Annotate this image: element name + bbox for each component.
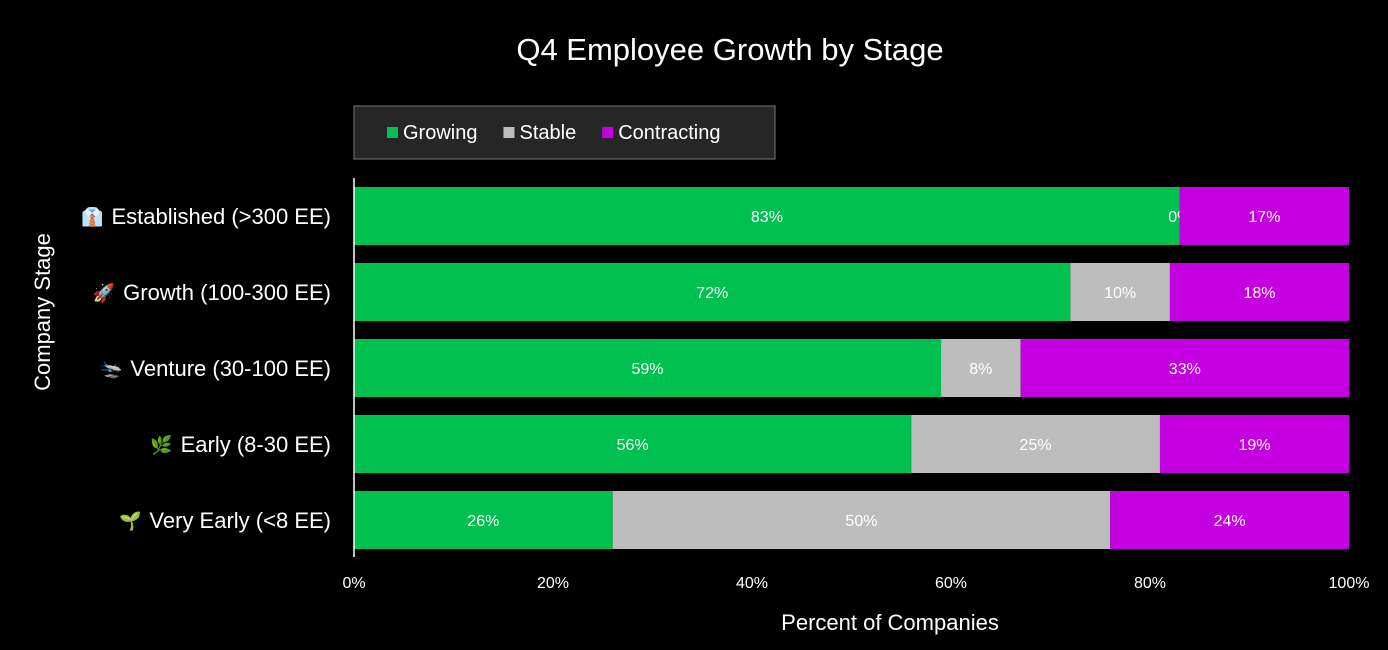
data-label-stable-3: 25% — [1020, 437, 1052, 454]
data-label-contracting-0: 17% — [1248, 209, 1280, 226]
category-label-4: Very Early (<8 EE) — [149, 508, 331, 533]
bar-contracting-1 — [1169, 263, 1349, 321]
bar-growing-0 — [354, 187, 1180, 245]
herb-icon: 🌿 — [150, 434, 172, 455]
data-label-contracting-3: 19% — [1238, 437, 1270, 454]
category-label-3: Early (8-30 EE) — [181, 432, 331, 457]
bar-growing-2 — [354, 339, 942, 397]
airplane-icon: 🛬 — [100, 359, 122, 379]
legend-label-stable: Stable — [519, 122, 576, 144]
category-label-2: Venture (30-100 EE) — [130, 356, 331, 381]
bar-growing-4 — [354, 491, 613, 549]
x-tick-label-1: 20% — [537, 575, 569, 592]
legend-swatch-growing — [387, 127, 398, 138]
bars-group: 83%0%17%72%10%18%59%8%33%56%25%19%26%50%… — [354, 187, 1349, 549]
bar-stable-3 — [911, 415, 1160, 473]
bar-stable-1 — [1070, 263, 1170, 321]
x-tick-label-3: 60% — [935, 575, 967, 592]
briefcase-suit-icon: 👔 — [81, 206, 103, 227]
data-label-contracting-4: 24% — [1214, 513, 1246, 530]
x-tick-label-0: 0% — [342, 575, 365, 592]
legend-box — [353, 105, 776, 160]
data-label-stable-1: 10% — [1104, 285, 1136, 302]
legend-label-contracting: Contracting — [618, 122, 720, 144]
data-label-growing-3: 56% — [617, 437, 649, 454]
category-labels: Established (>300 EE) 👔 Growth (100-300 EE… — [81, 204, 331, 533]
data-label-stable-2: 8% — [969, 361, 992, 378]
bar-growing-1 — [354, 263, 1071, 321]
legend-label-growing: Growing — [403, 122, 477, 144]
bar-contracting-2 — [1020, 339, 1349, 397]
x-tick-label-5: 100% — [1329, 575, 1370, 592]
y-axis-title: Company Stage — [30, 233, 55, 391]
rocket-icon: 🚀 — [93, 282, 115, 303]
data-label-growing-2: 59% — [632, 361, 664, 378]
data-label-growing-1: 72% — [696, 285, 728, 302]
x-tick-label-4: 80% — [1134, 575, 1166, 592]
bar-stable-4 — [612, 491, 1111, 549]
legend-swatch-stable — [503, 127, 515, 138]
x-tick-label-2: 40% — [736, 575, 768, 592]
bar-growing-3 — [354, 415, 912, 473]
legend: Growing Stable Contracting — [353, 105, 776, 160]
bar-contracting-4 — [1110, 491, 1349, 549]
bar-contracting-0 — [1179, 187, 1349, 245]
x-axis-ticks: 0% 20% 40% 60% 80% 100% — [342, 575, 1369, 592]
legend-swatch-contracting — [602, 127, 614, 138]
data-label-growing-4: 26% — [467, 513, 499, 530]
category-label-1: Growth (100-300 EE) — [123, 280, 331, 305]
seedling-icon: 🌱 — [119, 511, 141, 531]
data-label-stable-4: 50% — [845, 513, 877, 530]
data-label-growing-0: 83% — [751, 209, 783, 226]
category-label-0: Established (>300 EE) — [111, 204, 331, 229]
x-axis-title: Percent of Companies — [781, 610, 999, 635]
bar-stable-2 — [941, 339, 1021, 397]
bar-contracting-3 — [1159, 415, 1349, 473]
data-label-contracting-1: 18% — [1243, 285, 1275, 302]
data-label-contracting-2: 33% — [1169, 361, 1201, 378]
chart-title: Q4 Employee Growth by Stage — [516, 32, 943, 67]
